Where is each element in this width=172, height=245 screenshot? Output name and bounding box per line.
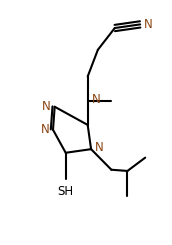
Text: N: N [95,141,104,154]
Text: N: N [91,93,100,106]
Text: N: N [42,100,51,113]
Text: N: N [144,18,153,31]
Text: SH: SH [58,185,74,198]
Text: N: N [41,123,49,136]
